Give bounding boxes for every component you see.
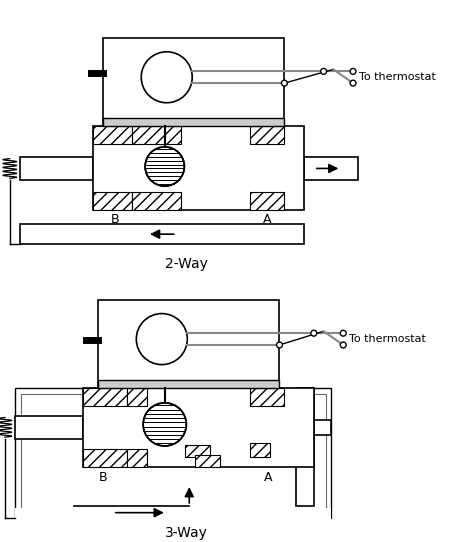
Circle shape xyxy=(136,314,187,365)
Bar xyxy=(19,157,93,180)
Text: B: B xyxy=(111,212,119,225)
Circle shape xyxy=(281,80,287,86)
Bar xyxy=(132,192,181,210)
Text: A: A xyxy=(264,470,272,483)
Text: 2-Way: 2-Way xyxy=(165,256,208,270)
Bar xyxy=(14,416,83,439)
Bar xyxy=(19,224,304,244)
Circle shape xyxy=(276,342,282,348)
Bar xyxy=(185,445,210,457)
Bar xyxy=(195,455,220,467)
Circle shape xyxy=(141,51,192,103)
Bar xyxy=(83,388,314,467)
Bar xyxy=(127,449,147,467)
Text: A: A xyxy=(262,212,271,225)
Text: To thermostat: To thermostat xyxy=(349,334,426,344)
Bar xyxy=(93,192,132,210)
Bar xyxy=(103,38,284,126)
Text: 3-Way: 3-Way xyxy=(165,526,208,540)
Bar xyxy=(127,388,147,406)
Bar xyxy=(250,388,284,406)
Text: To thermostat: To thermostat xyxy=(359,72,436,82)
Bar xyxy=(83,388,127,406)
Circle shape xyxy=(321,68,327,74)
Bar xyxy=(296,388,314,506)
Bar xyxy=(304,157,358,180)
Text: B: B xyxy=(99,470,107,483)
Circle shape xyxy=(350,80,356,86)
Bar xyxy=(93,126,304,210)
Bar xyxy=(20,394,326,512)
Circle shape xyxy=(340,330,346,336)
Bar xyxy=(98,300,280,388)
Bar xyxy=(250,192,284,210)
Circle shape xyxy=(340,342,346,348)
Bar xyxy=(132,126,181,144)
Bar xyxy=(250,126,284,144)
Bar xyxy=(314,420,332,435)
Bar xyxy=(98,380,280,388)
Bar xyxy=(14,388,332,518)
Bar xyxy=(250,443,270,457)
Circle shape xyxy=(350,68,356,74)
Circle shape xyxy=(311,330,317,336)
Bar xyxy=(93,126,132,144)
Bar xyxy=(103,119,284,126)
Circle shape xyxy=(145,147,184,186)
Bar xyxy=(14,508,332,520)
Circle shape xyxy=(143,403,186,446)
Bar xyxy=(83,449,127,467)
